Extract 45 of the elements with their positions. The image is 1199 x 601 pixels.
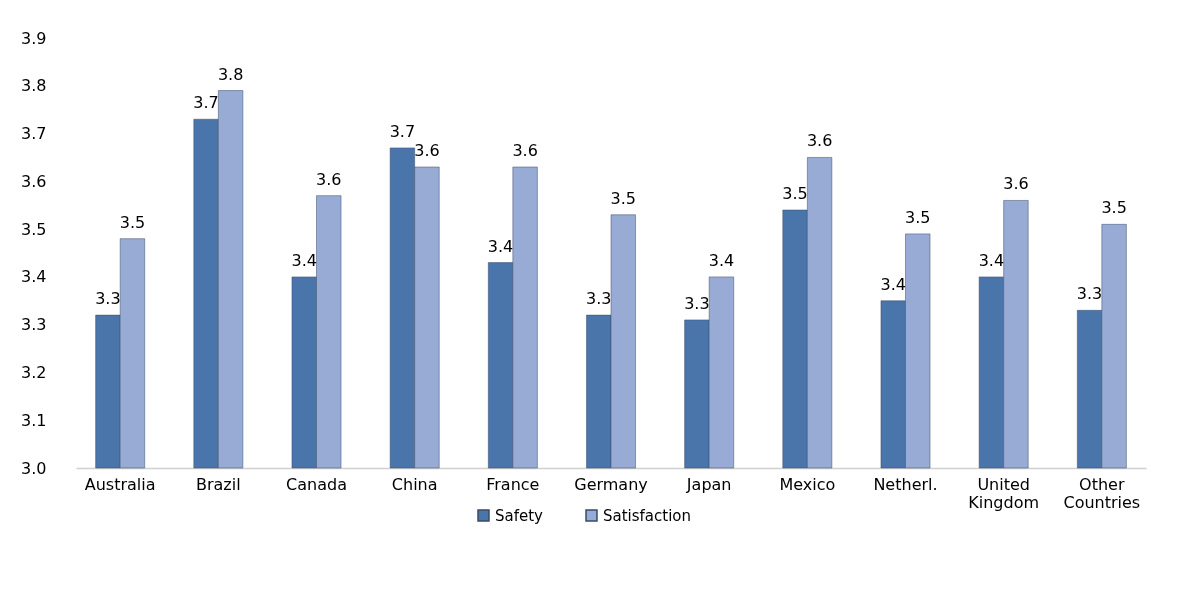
x-tick-label: Netherl.	[873, 474, 938, 494]
x-tick-label: Australia	[84, 474, 156, 494]
data-label: 3.6	[1003, 174, 1029, 194]
data-label: 3.4	[708, 250, 735, 270]
data-label: 3.5	[610, 188, 636, 208]
x-tick-label: United Kingdom	[968, 474, 1040, 512]
data-label: 3.4	[487, 236, 514, 256]
data-label: 3.6	[316, 169, 342, 189]
data-label: 3.4	[291, 250, 317, 270]
x-tick-label: France	[486, 474, 540, 494]
data-label: 3.5	[119, 212, 146, 232]
data-label: 3.5	[782, 184, 808, 203]
y-tick-label: 3.5	[21, 219, 47, 239]
x-tick-label: Brazil	[196, 474, 241, 494]
y-tick-label: 3.8	[21, 76, 47, 96]
data-label: 3.4	[880, 274, 906, 294]
data-label: 3.7	[389, 121, 416, 141]
x-tick-label: China	[391, 474, 438, 494]
legend-label: Safety	[495, 506, 544, 525]
data-label: 3.6	[414, 141, 440, 160]
data-label: 3.6	[806, 131, 833, 151]
y-tick-label: 3.2	[21, 362, 47, 382]
x-tick-label: Mexico	[779, 474, 836, 494]
legend-label: Satisfaction	[603, 506, 692, 525]
y-tick-label: 3.9	[21, 28, 47, 48]
data-label: 3.3	[586, 289, 612, 309]
y-tick-label: 3.7	[21, 124, 47, 144]
data-label: 3.4	[978, 250, 1005, 270]
x-tick-label: Japan	[685, 474, 732, 494]
data-label: 3.6	[512, 141, 538, 160]
data-label: 3.7	[193, 93, 219, 113]
x-tick-label: Germany	[574, 474, 648, 494]
x-tick-label: Canada	[286, 474, 347, 494]
data-label: 3.3	[684, 293, 710, 313]
y-tick-label: 3.3	[21, 315, 47, 335]
data-label: 3.8	[217, 64, 244, 84]
y-tick-label: 3.0	[21, 458, 47, 478]
y-tick-label: 3.1	[21, 410, 47, 430]
y-tick-label: 3.6	[21, 171, 47, 191]
y-tick-label: 3.4	[21, 267, 47, 287]
data-label: 3.3	[1076, 284, 1103, 304]
data-label: 3.5	[1101, 198, 1127, 218]
data-label: 3.5	[905, 207, 931, 227]
data-label: 3.3	[95, 289, 121, 309]
x-tick-label: Other Countries	[1063, 474, 1141, 512]
